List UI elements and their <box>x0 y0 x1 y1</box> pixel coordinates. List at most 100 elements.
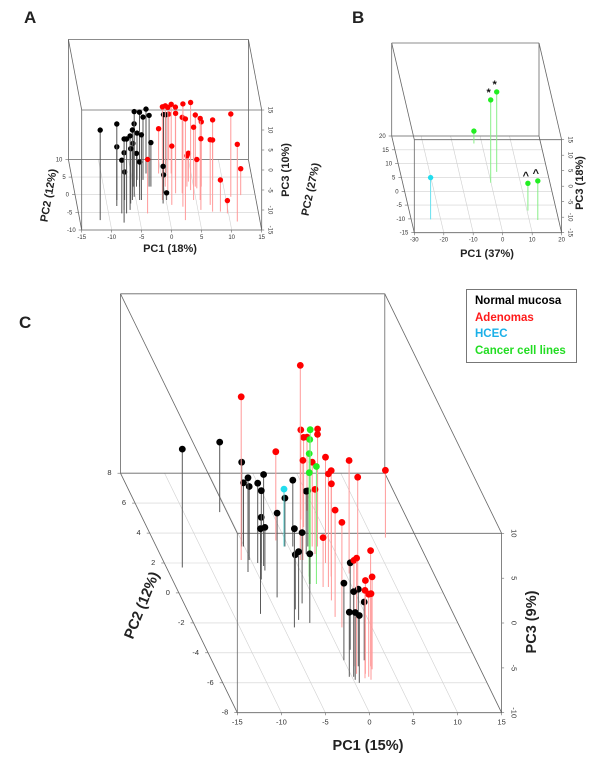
point-adenomas <box>382 466 389 474</box>
point-adenomas <box>169 143 175 149</box>
point-adenomas <box>190 124 197 130</box>
box-edge <box>384 473 502 713</box>
y-axis-label: PC2 (12%) <box>38 168 59 223</box>
z-axis-label: PC3 (18%) <box>574 156 586 210</box>
y-tick-label: -10 <box>67 228 76 234</box>
box-edge <box>384 293 502 534</box>
point-cancer-cell-lines <box>535 178 541 184</box>
point-normal-mucosa <box>97 127 103 133</box>
point-adenomas <box>367 590 375 598</box>
x-tick-label: 10 <box>529 238 536 244</box>
y-tick-label: -15 <box>400 231 409 237</box>
point-adenomas <box>311 486 319 493</box>
y-tick-label: 6 <box>122 498 126 507</box>
x-tick-label: 10 <box>228 235 235 241</box>
z-axis-label: PC3 (9%) <box>524 590 540 653</box>
x-tick-label: -10 <box>469 238 478 244</box>
point-normal-mucosa <box>306 550 314 558</box>
y-tick-label: -6 <box>207 678 214 687</box>
x-tick-label: -15 <box>77 235 86 241</box>
y-axis-label: PC2 (12%) <box>122 569 163 641</box>
point-adenomas <box>234 141 240 147</box>
y-tick-label: -8 <box>222 708 229 717</box>
x-tick-label: -30 <box>410 238 419 244</box>
point-normal-mucosa <box>146 112 152 119</box>
point-normal-mucosa <box>136 109 143 115</box>
point-normal-mucosa <box>298 529 306 536</box>
chart-a: -15 -10 -5 0 5 10 15-10-50510-15-10-5051015PC1… <box>38 39 292 255</box>
point-adenomas <box>172 104 179 110</box>
point-adenomas <box>272 448 280 456</box>
point-adenomas <box>198 136 204 142</box>
y-tick-label: 0 <box>395 189 399 195</box>
grid-line <box>420 135 445 233</box>
point-normal-mucosa <box>134 130 140 136</box>
point-adenomas <box>182 116 189 122</box>
point-normal-mucosa <box>114 121 120 127</box>
point-normal-mucosa <box>254 479 262 487</box>
point-normal-mucosa <box>257 525 264 533</box>
point-normal-mucosa <box>133 150 140 157</box>
x-tick-label: -10 <box>276 718 287 727</box>
z-tick-label: 0 <box>510 621 519 625</box>
y-tick-label: 10 <box>56 157 63 163</box>
point-adenomas <box>238 166 244 172</box>
point-normal-mucosa <box>160 163 166 169</box>
point-normal-mucosa <box>355 612 363 619</box>
point-adenomas <box>228 111 234 117</box>
legend-item-cancer-cell-lines: Cancer cell lines <box>475 344 566 357</box>
z-tick-label: 15 <box>267 107 273 114</box>
z-axis-label: PC3 (10%) <box>280 143 292 197</box>
panel-label-b: B <box>352 8 364 27</box>
chart-b: -30 -20 -10 0 10 20-15-10-505101520-15-10-505… <box>300 42 586 260</box>
y-tick-label: 0 <box>166 588 170 597</box>
y-tick-label: -4 <box>192 648 199 657</box>
x-tick-label: 5 <box>411 718 415 727</box>
y-tick-label: 20 <box>379 134 386 140</box>
point-normal-mucosa <box>244 474 252 482</box>
z-tick-label: 5 <box>510 576 519 580</box>
z-tick-label: -10 <box>567 213 573 222</box>
z-tick-label: 10 <box>267 127 273 134</box>
y-tick-label: 15 <box>382 148 389 154</box>
z-tick-label: 5 <box>267 148 273 152</box>
point-adenomas <box>217 177 224 183</box>
point-normal-mucosa <box>281 494 289 502</box>
point-normal-mucosa <box>238 458 246 466</box>
point-normal-mucosa <box>257 487 265 495</box>
point-adenomas <box>192 112 198 118</box>
point-normal-mucosa <box>240 479 247 487</box>
point-normal-mucosa <box>127 133 133 139</box>
point-normal-mucosa <box>138 132 145 138</box>
x-tick-label: 15 <box>497 718 505 727</box>
x-axis-label: PC1 (37%) <box>460 248 514 260</box>
point-adenomas <box>361 587 369 594</box>
point-cancer-cell-lines <box>305 450 313 457</box>
point-cancer-cell-lines <box>494 89 500 95</box>
point-normal-mucosa <box>245 483 253 490</box>
chart-c: -15 -10 -5 0 5 10 15 -8 -6 -4 -2 0 2 4 6 8 -10 -5 0 5 10 PC1 … <box>107 293 540 754</box>
z-tick-label: 10 <box>567 152 573 159</box>
point-annotation: * <box>487 87 492 99</box>
point-adenomas <box>187 99 194 106</box>
point-adenomas <box>368 573 376 581</box>
y-tick-label: -10 <box>396 217 405 223</box>
z-tick-label: -5 <box>567 199 573 205</box>
point-adenomas <box>155 126 162 132</box>
box-edge <box>248 39 263 111</box>
point-adenomas <box>325 470 332 478</box>
point-adenomas <box>322 453 329 461</box>
point-adenomas <box>159 104 166 110</box>
point-normal-mucosa <box>119 157 125 163</box>
y-tick-label: 8 <box>107 468 111 477</box>
box-edge <box>391 42 415 140</box>
point-annotation: ^ <box>523 170 530 182</box>
point-adenomas <box>237 393 245 401</box>
point-adenomas <box>314 431 321 438</box>
box-edge <box>68 159 83 231</box>
point-adenomas <box>338 519 346 526</box>
legend: Normal mucosa Adenomas HCEC Cancer cell … <box>466 289 577 363</box>
panel-label-a: A <box>24 8 36 27</box>
point-adenomas <box>165 104 171 111</box>
y-tick-label: 10 <box>385 162 392 168</box>
